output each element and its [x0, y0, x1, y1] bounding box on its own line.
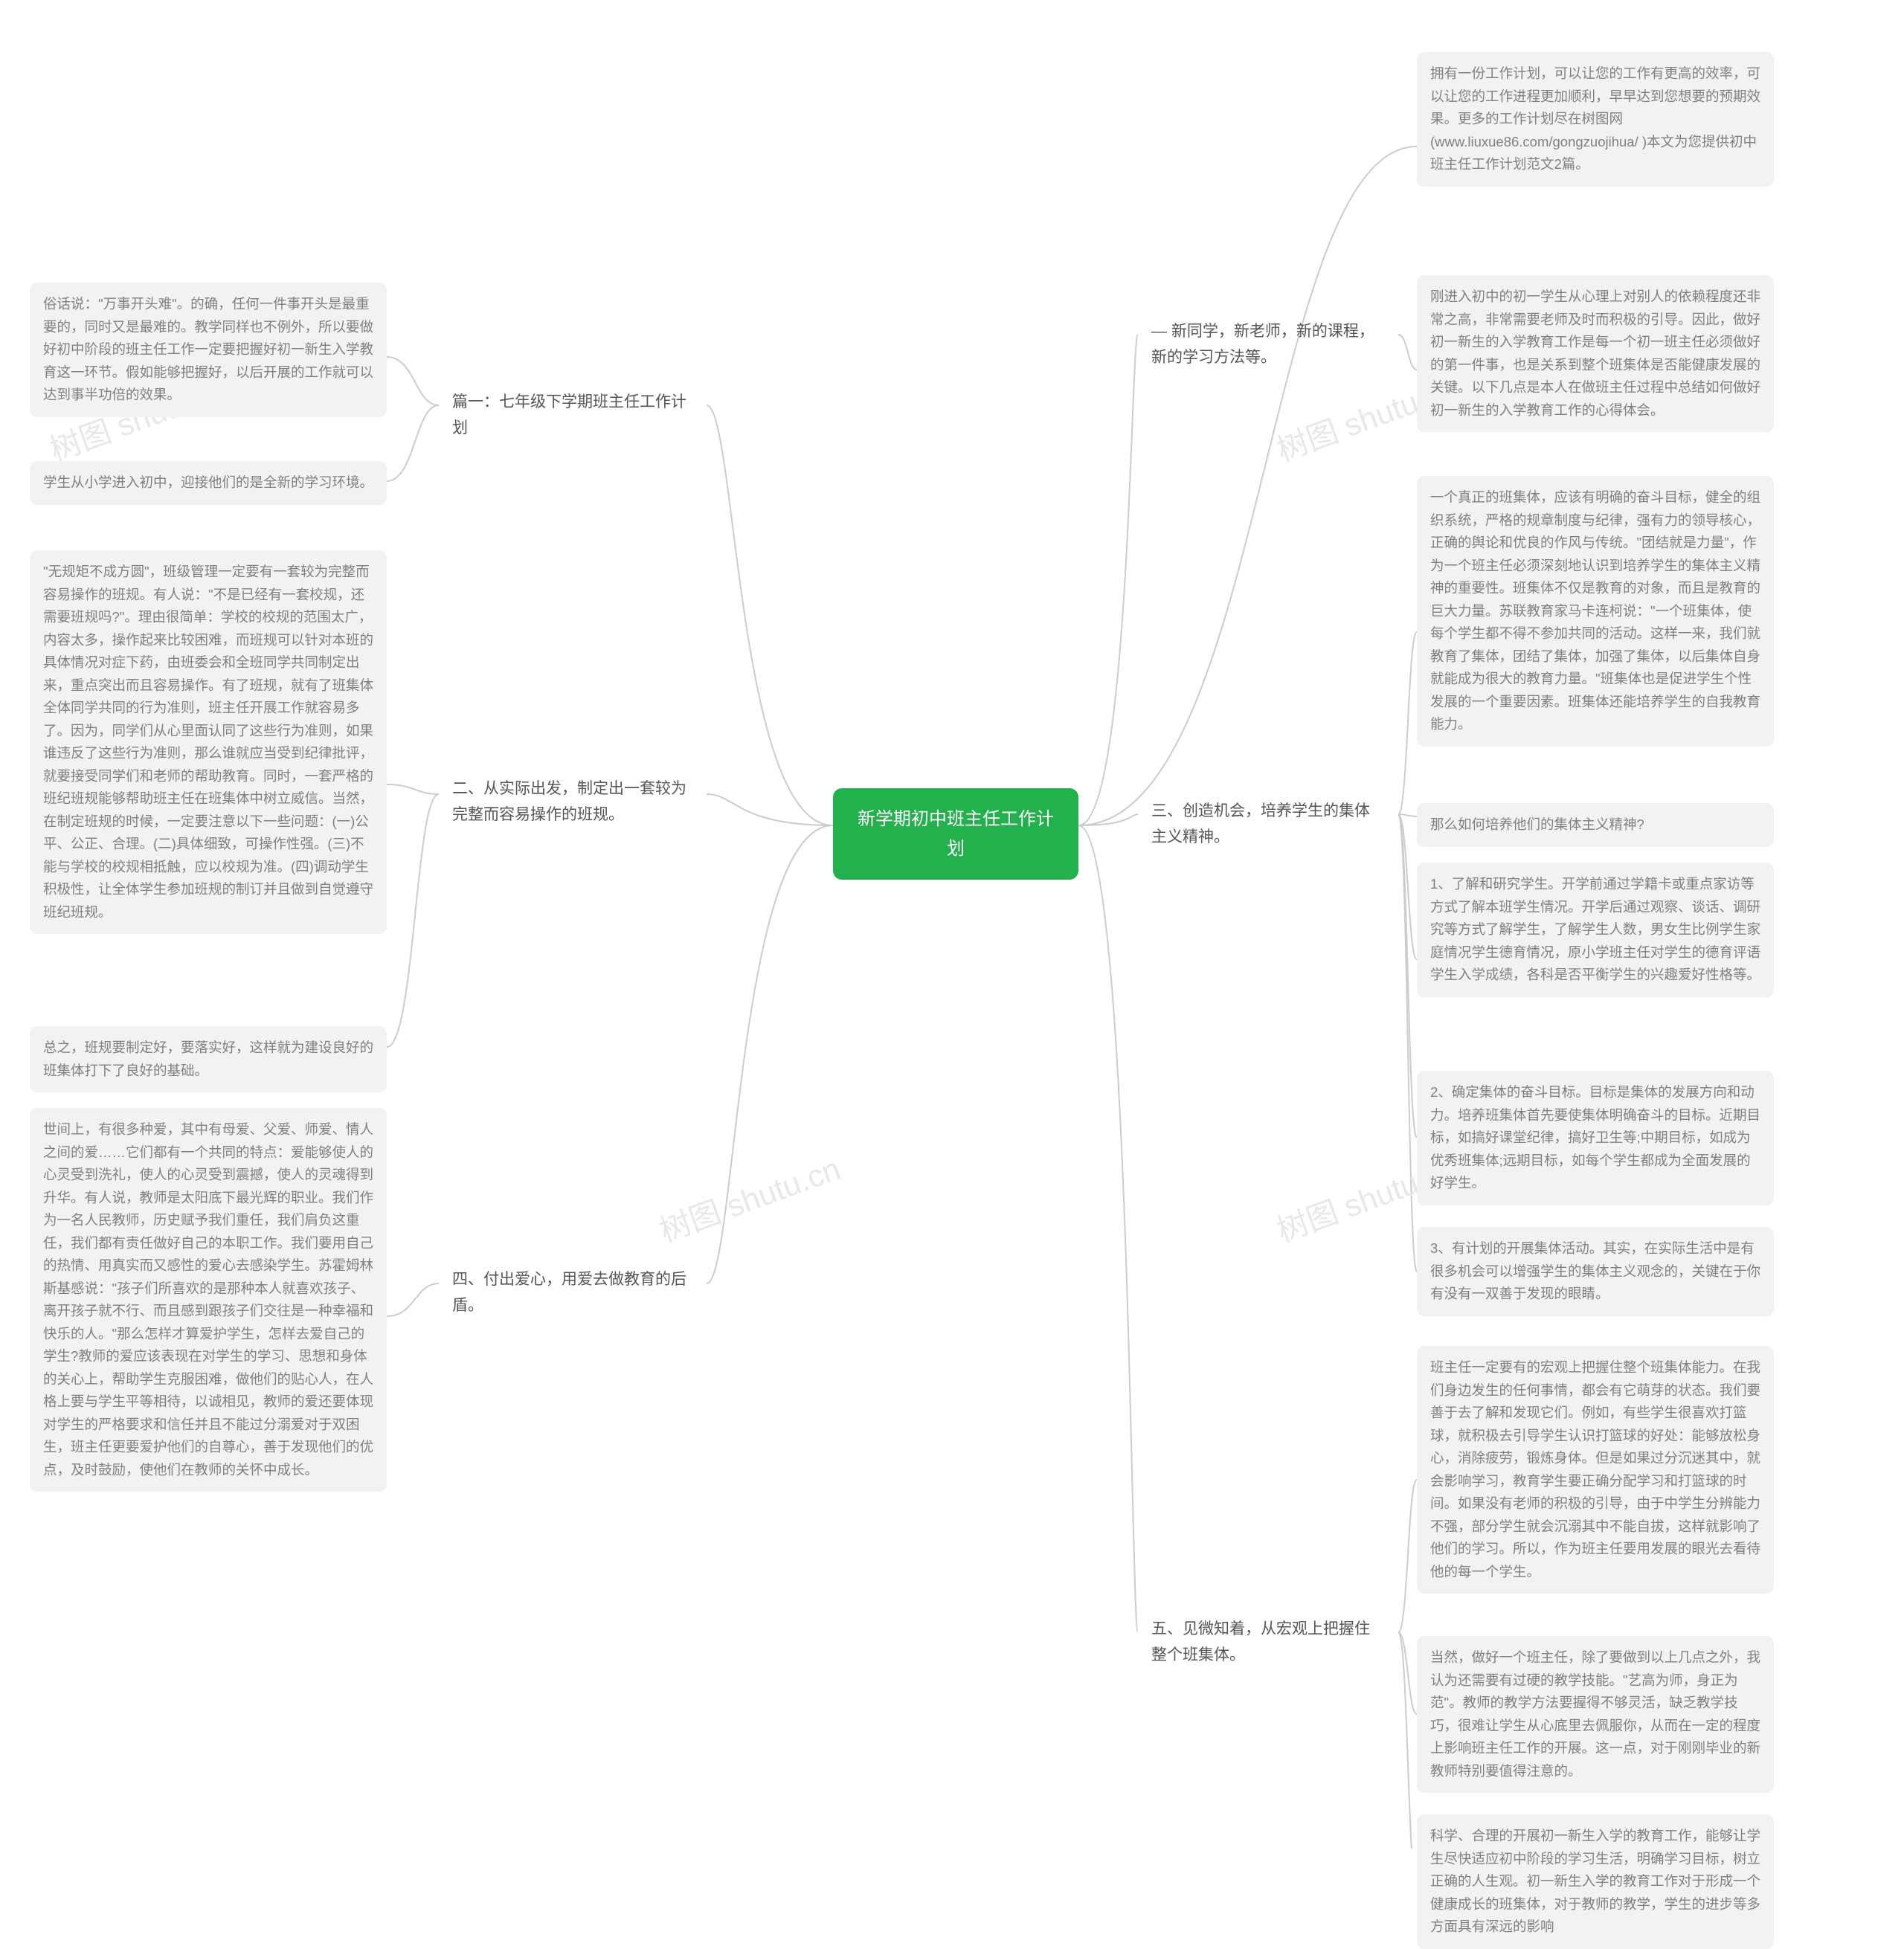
right-branch-3-leaf-2: 科学、合理的开展初一新生入学的教育工作，能够让学生尽快适应初中阶段的学习生活，明…: [1417, 1814, 1774, 1949]
right-branch-2-leaf-1-label: 那么如何培养他们的集体主义精神?: [1430, 816, 1644, 832]
left-branch-0-label: 篇一：七年级下学期班主任工作计划: [452, 393, 686, 436]
left-branch-2[interactable]: 四、付出爱心，用爱去做教育的后盾。: [439, 1257, 707, 1329]
edge: [1398, 632, 1417, 814]
edge: [387, 785, 439, 794]
right-branch-2-leaf-2: 1、了解和研究学生。开学前通过学籍卡或重点家访等方式了解本班学生情况。开学后通过…: [1417, 863, 1774, 997]
right-branch-0-leaf-0-label: 拥有一份工作计划，可以让您的工作有更高的效率，可以让您的工作进程更加顺利，早早达…: [1430, 65, 1760, 172]
edge: [387, 794, 439, 1047]
right-branch-3-leaf-0: 班主任一定要有的宏观上把握住整个班集体能力。在我们身边发生的任何事情，都会有它萌…: [1417, 1346, 1774, 1594]
right-branch-2-leaf-3: 2、确定集体的奋斗目标。目标是集体的发展方向和动力。培养班集体首先要使集体明确奋…: [1417, 1071, 1774, 1205]
edge: [1078, 146, 1417, 825]
edge: [387, 357, 439, 405]
left-branch-2-leaf-0-label: 世间上，有很多种爱，其中有母爱、父爱、师爱、情人之间的爱……它们都有一个共同的特…: [43, 1121, 373, 1478]
mindmap-canvas: 树图 shutu.cn树图 shutu.cn树图 shutu.cn树图 shut…: [0, 0, 1904, 1849]
edge: [387, 405, 439, 481]
edge: [1398, 1480, 1417, 1632]
left-branch-1-leaf-1: 总之，班规要制定好，要落实好，这样就为建设良好的班集体打下了良好的基础。: [30, 1026, 387, 1092]
edge: [1398, 1632, 1417, 1849]
right-branch-2-leaf-0-label: 一个真正的班集体，应该有明确的奋斗目标，健全的组织系统，严格的规章制度与纪律，强…: [1430, 489, 1760, 732]
edge: [707, 825, 833, 1283]
right-branch-3-leaf-1-label: 当然，做好一个班主任，除了要做到以上几点之外，我认为还需要有过硬的教学技能。"艺…: [1430, 1649, 1760, 1779]
edge: [1398, 1632, 1417, 1714]
right-branch-1-label: — 新同学，新老师，新的课程，新的学习方法等。: [1151, 323, 1374, 366]
left-branch-1-leaf-0-label: "无规矩不成方圆"，班级管理一定要有一套较为完整而容易操作的班规。有人说："不是…: [43, 564, 373, 920]
right-branch-3[interactable]: 五、见微知着，从宏观上把握住整个班集体。: [1138, 1606, 1398, 1678]
right-branch-1[interactable]: — 新同学，新老师，新的课程，新的学习方法等。: [1138, 309, 1398, 381]
right-branch-0-leaf-0: 拥有一份工作计划，可以让您的工作有更高的效率，可以让您的工作进程更加顺利，早早达…: [1417, 52, 1774, 187]
right-branch-2[interactable]: 三、创造机会，培养学生的集体主义精神。: [1138, 788, 1398, 860]
right-branch-1-leaf-0-label: 刚进入初中的初一学生从心理上对别人的依赖程度还非常之高，非常需要老师及时而积极的…: [1430, 289, 1760, 418]
left-branch-0[interactable]: 篇一：七年级下学期班主任工作计划: [439, 379, 707, 451]
edge: [1398, 814, 1417, 1138]
right-branch-3-leaf-2-label: 科学、合理的开展初一新生入学的教育工作，能够让学生尽快适应初中阶段的学习生活，明…: [1430, 1828, 1760, 1934]
left-branch-0-leaf-0-label: 俗话说："万事开头难"。的确，任何一件事开头是最重要的，同时又是最难的。教学同样…: [43, 296, 373, 402]
right-branch-2-leaf-2-label: 1、了解和研究学生。开学前通过学籍卡或重点家访等方式了解本班学生情况。开学后通过…: [1430, 876, 1760, 982]
right-branch-2-leaf-3-label: 2、确定集体的奋斗目标。目标是集体的发展方向和动力。培养班集体首先要使集体明确奋…: [1430, 1084, 1760, 1191]
right-branch-3-leaf-0-label: 班主任一定要有的宏观上把握住整个班集体能力。在我们身边发生的任何事情，都会有它萌…: [1430, 1359, 1760, 1579]
edge: [1398, 814, 1417, 1272]
edge: [1398, 814, 1417, 959]
edge: [1078, 335, 1138, 825]
right-branch-1-leaf-0: 刚进入初中的初一学生从心理上对别人的依赖程度还非常之高，非常需要老师及时而积极的…: [1417, 275, 1774, 432]
edge: [1398, 814, 1417, 816]
right-branch-2-leaf-4-label: 3、有计划的开展集体活动。其实，在实际生活中是有很多机会可以增强学生的集体主义观…: [1430, 1240, 1760, 1301]
edge: [1078, 825, 1138, 1632]
left-branch-0-leaf-1: 学生从小学进入初中，迎接他们的是全新的学习环境。: [30, 461, 387, 505]
left-branch-2-leaf-0: 世间上，有很多种爱，其中有母爱、父爱、师爱、情人之间的爱……它们都有一个共同的特…: [30, 1108, 387, 1492]
edge: [387, 1283, 439, 1316]
right-branch-2-leaf-0: 一个真正的班集体，应该有明确的奋斗目标，健全的组织系统，严格的规章制度与纪律，强…: [1417, 476, 1774, 747]
central-label: 新学期初中班主任工作计划: [858, 809, 1054, 859]
right-branch-2-leaf-1: 那么如何培养他们的集体主义精神?: [1417, 803, 1774, 847]
left-branch-1-label: 二、从实际出发，制定出一套较为完整而容易操作的班规。: [452, 780, 686, 823]
edge: [1078, 814, 1138, 825]
left-branch-1-leaf-1-label: 总之，班规要制定好，要落实好，这样就为建设良好的班集体打下了良好的基础。: [43, 1040, 373, 1078]
central-node[interactable]: 新学期初中班主任工作计划: [833, 788, 1078, 880]
edge: [1398, 335, 1417, 370]
left-branch-0-leaf-0: 俗话说："万事开头难"。的确，任何一件事开头是最重要的，同时又是最难的。教学同样…: [30, 283, 387, 417]
left-branch-2-label: 四、付出爱心，用爱去做教育的后盾。: [452, 1271, 686, 1314]
right-branch-2-label: 三、创造机会，培养学生的集体主义精神。: [1151, 802, 1370, 845]
right-branch-2-leaf-4: 3、有计划的开展集体活动。其实，在实际生活中是有很多机会可以增强学生的集体主义观…: [1417, 1227, 1774, 1316]
right-branch-3-label: 五、见微知着，从宏观上把握住整个班集体。: [1151, 1620, 1370, 1663]
right-branch-3-leaf-1: 当然，做好一个班主任，除了要做到以上几点之外，我认为还需要有过硬的教学技能。"艺…: [1417, 1636, 1774, 1793]
edge: [707, 794, 833, 825]
edge: [707, 405, 833, 825]
left-branch-0-leaf-1-label: 学生从小学进入初中，迎接他们的是全新的学习环境。: [43, 474, 373, 490]
watermark: 树图 shutu.cn: [652, 1144, 846, 1251]
left-branch-1-leaf-0: "无规矩不成方圆"，班级管理一定要有一套较为完整而容易操作的班规。有人说："不是…: [30, 550, 387, 934]
left-branch-1[interactable]: 二、从实际出发，制定出一套较为完整而容易操作的班规。: [439, 766, 707, 838]
